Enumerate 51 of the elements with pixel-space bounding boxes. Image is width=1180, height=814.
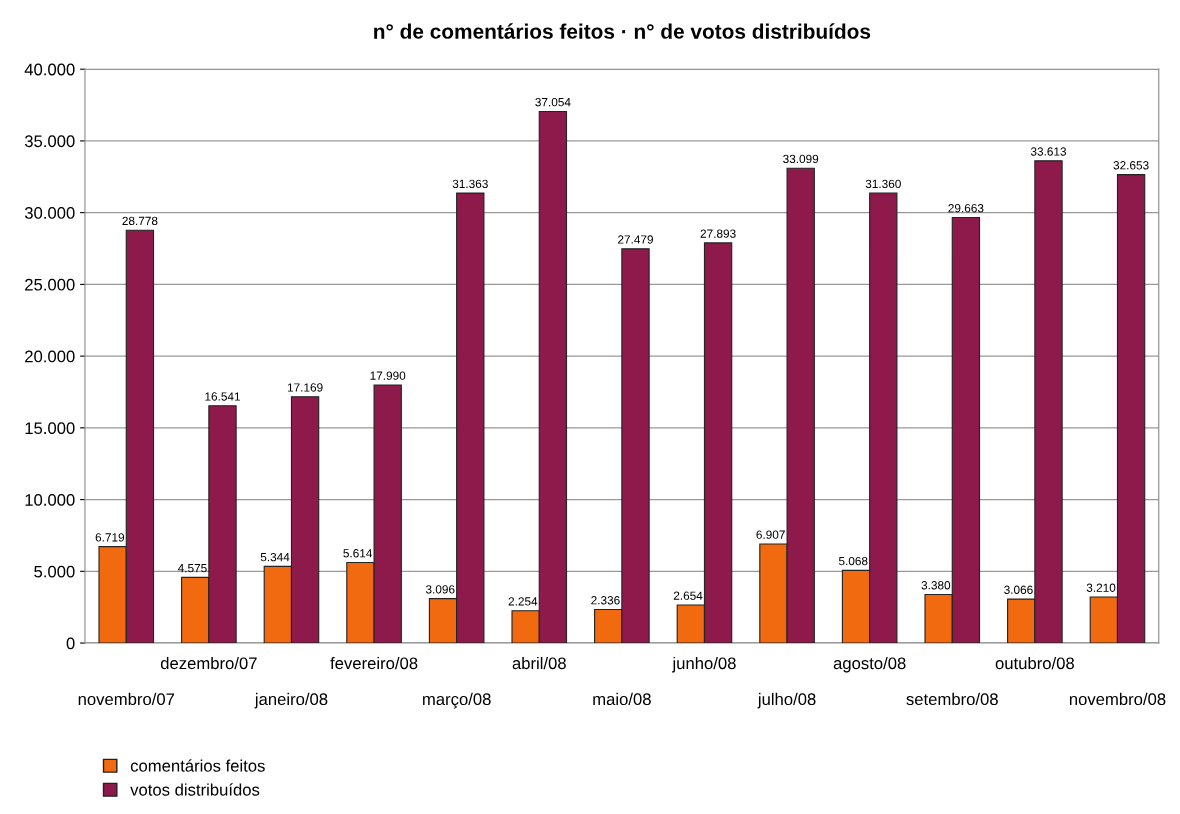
data-label: 27.893 [700, 229, 736, 238]
data-label: 2.654 [673, 591, 703, 600]
data-label: 17.990 [370, 371, 406, 380]
x-tick-label: novembro/07 [78, 692, 175, 706]
data-label: 17.169 [287, 383, 323, 392]
data-label: 5.344 [260, 552, 290, 562]
data-label: 3.380 [921, 581, 951, 590]
y-tick-label: 10.000 [25, 493, 75, 506]
x-tick-label: setembro/08 [906, 692, 998, 706]
x-tick-label: maio/08 [593, 692, 651, 706]
data-label: 4.575 [177, 564, 207, 573]
x-tick-label: janeiro/08 [254, 692, 328, 709]
data-label: 2.336 [591, 596, 620, 605]
legend-label: votos distribuídos [130, 783, 260, 796]
data-label: 29.663 [948, 204, 984, 213]
y-tick-label: 5.000 [34, 565, 75, 578]
x-tick-label: novembro/08 [1069, 692, 1166, 706]
y-tick-label: 30.000 [24, 207, 75, 219]
x-tick-label: abril/08 [512, 656, 566, 670]
data-label: 27.479 [618, 235, 653, 244]
y-tick-label: 20.000 [25, 350, 75, 363]
data-label: 2.254 [508, 597, 538, 606]
data-label: 31.360 [865, 179, 901, 189]
data-label: 32.653 [1113, 161, 1149, 170]
y-tick-label: 25.000 [25, 278, 75, 291]
data-label: 6.719 [95, 533, 125, 542]
data-label: 6.907 [756, 530, 785, 539]
data-label: 16.541 [205, 392, 240, 401]
legend-label: comentários feitos [130, 759, 265, 772]
chart-title: n° de comentários feitos · n° de votos distribuídos [374, 23, 871, 39]
data-label: 3.096 [425, 585, 455, 594]
y-tick-label: 0 [66, 637, 75, 650]
data-label: 33.099 [783, 154, 819, 164]
x-tick-label: junho/08 [672, 656, 736, 673]
data-label: 3.066 [1004, 585, 1033, 594]
data-label: 28.778 [122, 216, 158, 226]
y-tick-label: 40.000 [24, 63, 75, 76]
x-tick-label: fevereiro/08 [330, 656, 418, 670]
data-label: 5.614 [343, 549, 373, 558]
data-label: 33.613 [1030, 147, 1067, 156]
x-tick-label: agosto/08 [833, 656, 906, 673]
x-tick-label: julho/08 [757, 692, 816, 709]
data-label: 5.068 [838, 556, 868, 566]
x-tick-label: março/08 [423, 692, 491, 709]
data-label: 31.363 [452, 179, 488, 188]
y-tick-label: 35.000 [24, 135, 75, 148]
x-tick-label: outubro/08 [995, 656, 1074, 670]
data-label: 37.054 [535, 97, 571, 107]
data-label: 3.210 [1086, 583, 1116, 592]
y-tick-label: 15.000 [25, 422, 75, 435]
x-tick-label: dezembro/07 [160, 656, 257, 670]
